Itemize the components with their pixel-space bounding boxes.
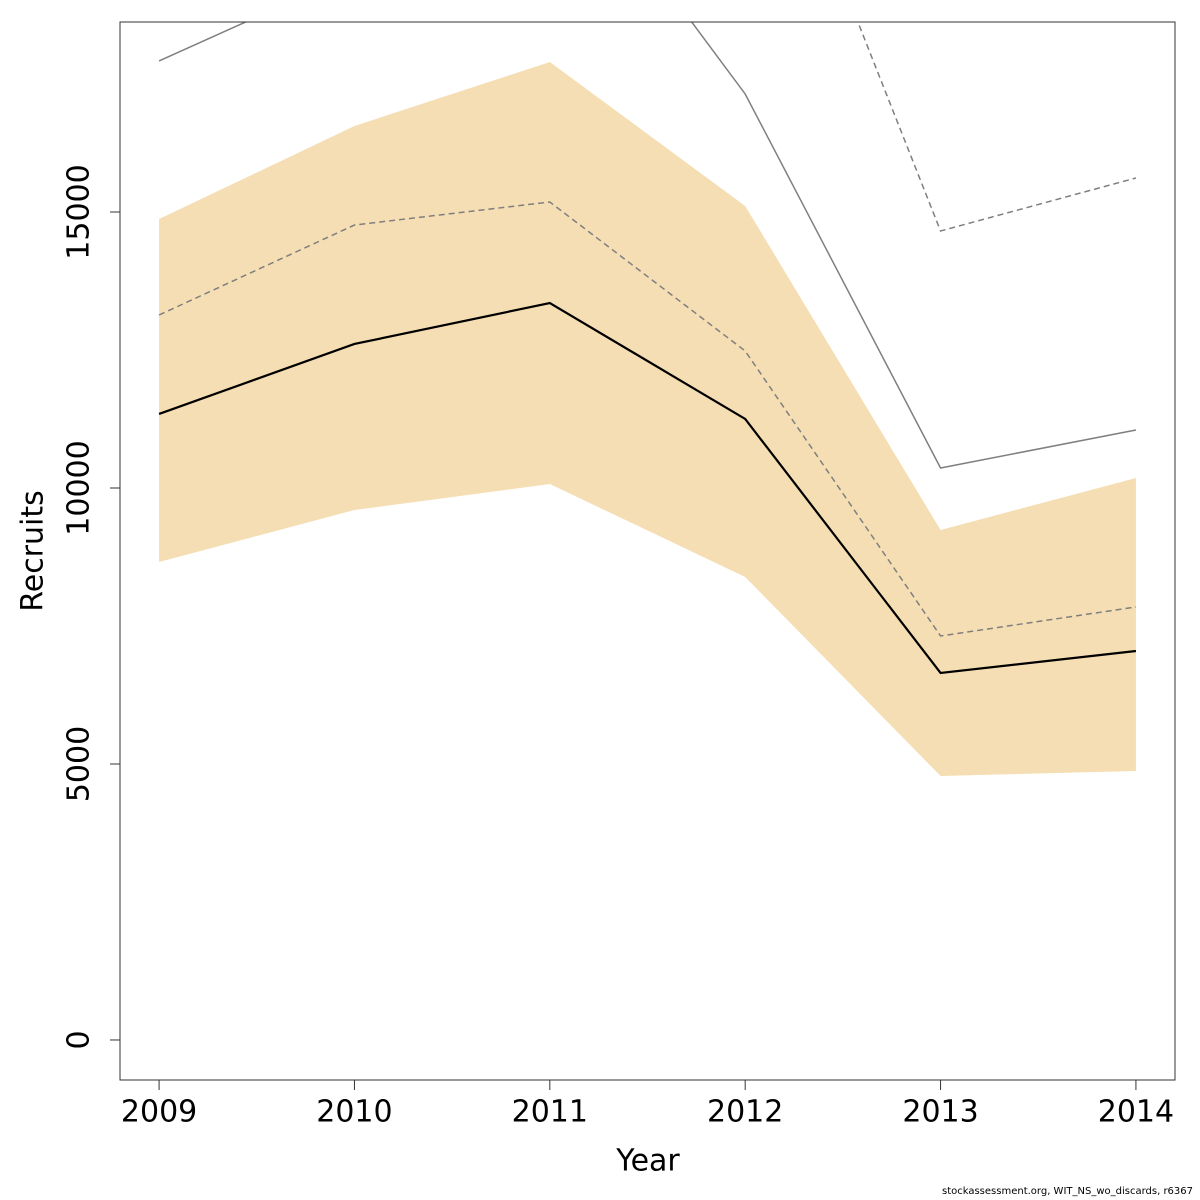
line	[158, 201, 1137, 637]
y-tick-label: 5000	[62, 726, 97, 802]
x-tick-label: 2011	[512, 1095, 588, 1130]
x-tick-label: 2014	[1098, 1095, 1174, 1130]
x-tick-label: 2013	[902, 1095, 978, 1130]
line	[158, 22, 1137, 469]
x-tick-label: 2009	[121, 1095, 197, 1130]
plot-area	[158, 22, 1137, 776]
confidence-band	[159, 62, 1136, 776]
line	[158, 301, 1137, 675]
x-tick-label: 2010	[316, 1095, 392, 1130]
y-axis-label: Recruits	[16, 490, 51, 612]
x-tick-label: 2012	[707, 1095, 783, 1130]
line	[857, 22, 1137, 232]
y-tick-label: 10000	[62, 440, 97, 535]
footer: stockassessment.org, WIT_NS_wo_discards,…	[942, 1186, 1193, 1197]
x-axis-label: Year	[615, 1144, 680, 1179]
plot-frame	[119, 21, 1176, 1081]
y-tick-label: 0	[62, 1030, 97, 1049]
y-tick-label: 15000	[62, 164, 97, 259]
